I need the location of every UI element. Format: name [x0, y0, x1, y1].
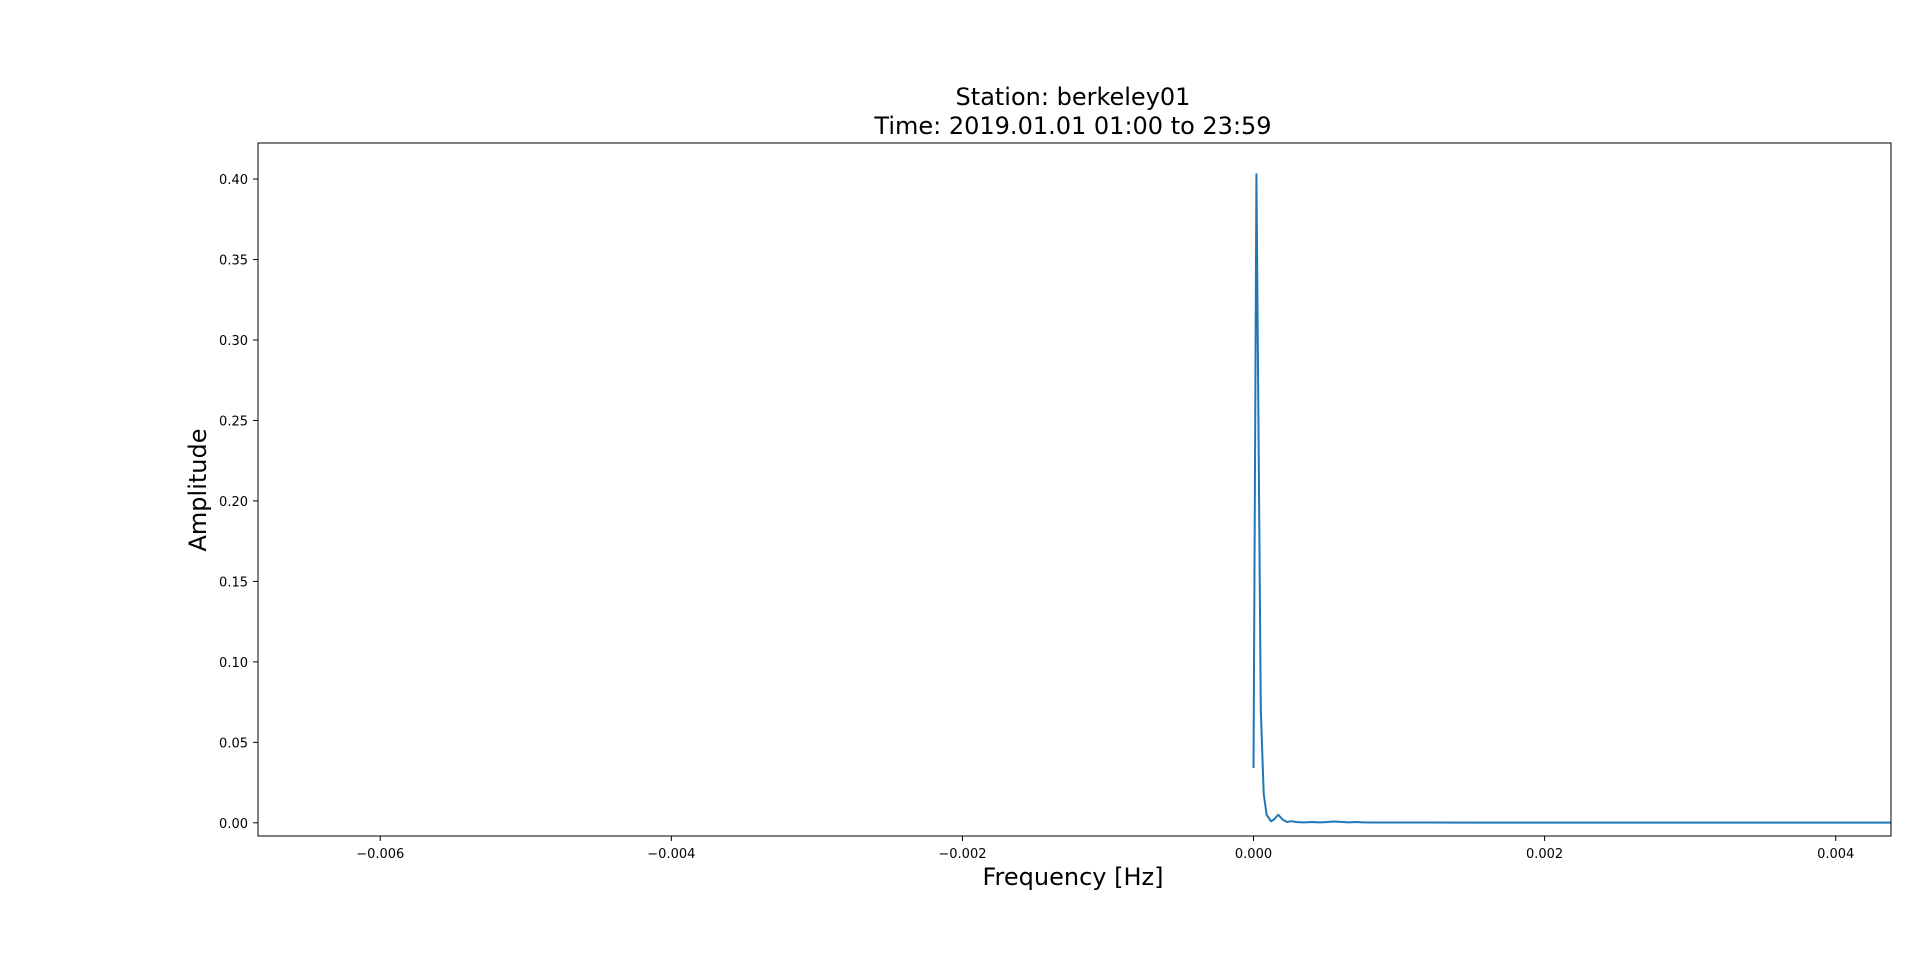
series-line-0	[1252, 173, 1891, 824]
chart-title-line2: Time: 2019.01.01 01:00 to 23:59	[873, 112, 1271, 140]
y-tick-label: 0.05	[219, 736, 248, 751]
chart-title-line1: Station: berkeley01	[956, 83, 1191, 111]
x-tick-label: −0.002	[938, 847, 986, 862]
x-axis-label: Frequency [Hz]	[983, 863, 1164, 891]
y-tick-label: 0.30	[219, 334, 248, 349]
y-tick-label: 0.20	[219, 495, 248, 510]
y-tick-label: 0.25	[219, 414, 248, 429]
y-tick-label: 0.00	[219, 817, 248, 832]
x-tick-label: −0.004	[647, 847, 695, 862]
x-axis: −0.006 −0.004 −0.002 0.000 0.002 0.004	[356, 836, 1854, 862]
x-tick-label: −0.006	[356, 847, 404, 862]
y-tick-label: 0.40	[219, 173, 248, 188]
y-tick-label: 0.35	[219, 254, 248, 269]
plot-frame	[257, 142, 1892, 837]
y-axis-label: Amplitude	[184, 429, 212, 552]
y-tick-label: 0.15	[219, 575, 248, 590]
y-tick-label: 0.10	[219, 656, 248, 671]
y-axis: 0.00 0.05 0.10 0.15 0.20 0.25 0.30 0.35 0.40	[219, 173, 258, 832]
plot-area	[1252, 173, 1891, 824]
x-tick-label: 0.000	[1235, 847, 1272, 862]
x-tick-label: 0.004	[1817, 847, 1854, 862]
x-tick-label: 0.002	[1526, 847, 1563, 862]
